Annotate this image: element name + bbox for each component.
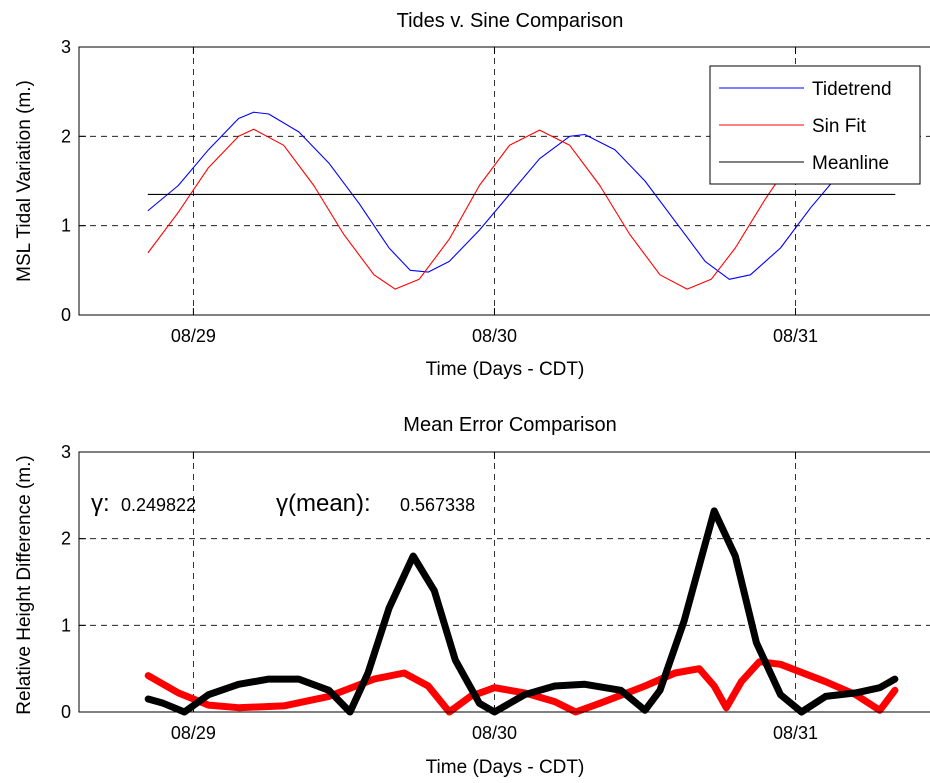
x-tick-label: 08/31 xyxy=(773,326,818,346)
error-chart: Mean Error Comparison 08/29 08/30 08/31 0 1 2… xyxy=(14,414,930,778)
x-tick-label: 08/29 xyxy=(171,723,216,743)
gamma-mean-symbol: γ(mean): xyxy=(276,490,371,517)
y-tick-label: 3 xyxy=(61,37,71,57)
y-tick-label: 2 xyxy=(61,529,71,549)
gamma-mean-value: 0.567338 xyxy=(400,495,475,515)
x-tick-label: 08/30 xyxy=(472,723,517,743)
x-tick-label: 08/31 xyxy=(773,723,818,743)
tides-legend: Tidetrend Sin Fit Meanline xyxy=(709,65,921,185)
y-tick-label: 0 xyxy=(61,702,71,722)
x-tick-label: 08/30 xyxy=(472,326,517,346)
error-series xyxy=(144,507,899,716)
error-plot-frame xyxy=(78,451,930,713)
y-tick-label: 0 xyxy=(61,305,71,325)
series-line-error-0 xyxy=(144,658,899,716)
gamma-annotation: γ: 0.249822 xyxy=(91,490,196,517)
series-line-sin-fit xyxy=(147,128,896,290)
legend-label: Meanline xyxy=(812,153,889,174)
y-tick-label: 3 xyxy=(61,442,71,462)
tides-plot-frame xyxy=(78,46,930,316)
tides-series xyxy=(147,111,896,290)
gamma-mean-annotation: γ(mean): 0.567338 xyxy=(276,490,475,517)
tides-xlabel: Time (Days - CDT) xyxy=(426,359,585,380)
error-grid xyxy=(79,452,930,712)
y-tick-label: 1 xyxy=(61,615,71,635)
tides-chart-title: Tides v. Sine Comparison xyxy=(397,10,624,32)
series-line-error-1 xyxy=(144,507,899,716)
error-xlabel: Time (Days - CDT) xyxy=(426,757,585,778)
legend-label: Sin Fit xyxy=(812,116,867,137)
error-ticks: 08/29 08/30 08/31 0 1 2 3 xyxy=(61,442,818,743)
gamma-symbol: γ: xyxy=(91,490,110,517)
tides-ylabel: MSL Tidal Variation (m.) xyxy=(14,80,35,282)
tides-ticks: 08/29 08/30 08/31 0 1 2 3 xyxy=(61,37,818,346)
x-tick-label: 08/29 xyxy=(171,326,216,346)
y-tick-label: 1 xyxy=(61,216,71,236)
error-ylabel: Relative Height Difference (m.) xyxy=(14,455,35,714)
gamma-value: 0.249822 xyxy=(121,495,196,515)
y-tick-label: 2 xyxy=(61,126,71,146)
legend-label: Tidetrend xyxy=(812,79,892,100)
error-chart-title: Mean Error Comparison xyxy=(403,414,616,436)
tides-chart: Tides v. Sine Comparison 08/29 08/30 08/31… xyxy=(14,10,930,380)
